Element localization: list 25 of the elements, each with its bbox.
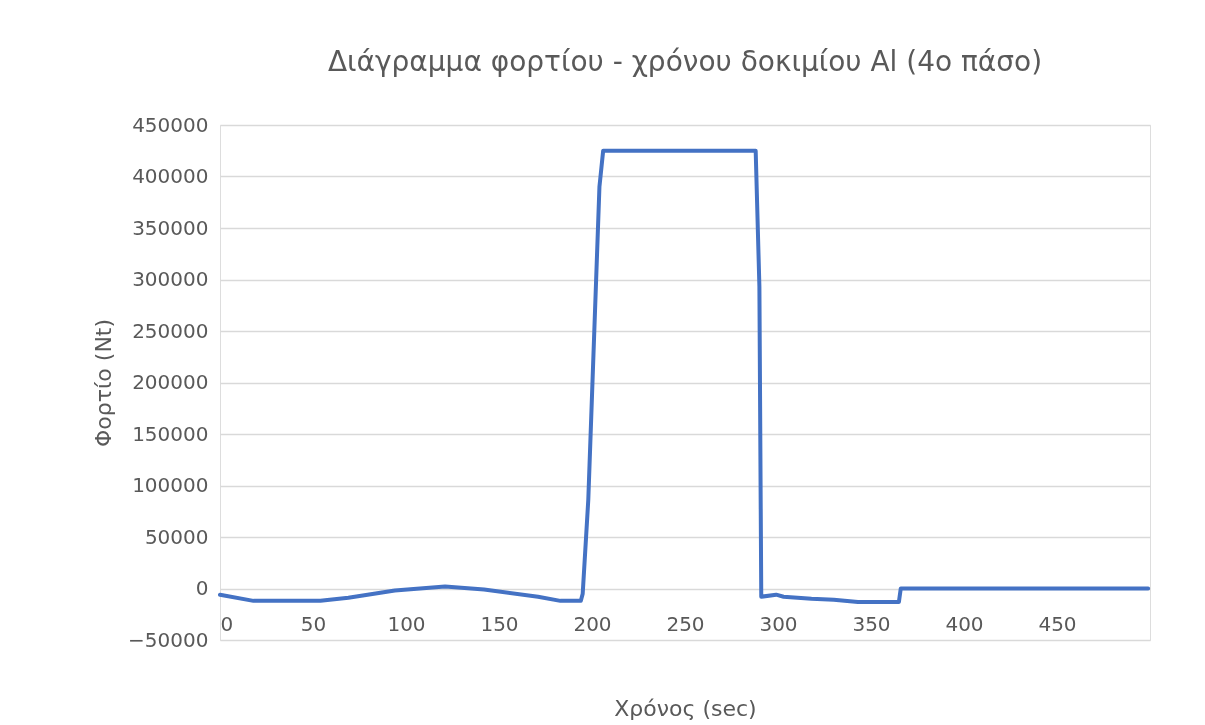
y-tick-label: 250000 <box>132 318 209 343</box>
x-tick-label: 350 <box>852 612 891 636</box>
x-tick-label: 150 <box>480 612 519 636</box>
y-tick-label: 150000 <box>132 421 209 446</box>
x-tick-label: 0 <box>220 612 234 636</box>
y-tick-label: 100000 <box>132 473 209 497</box>
y-axis-title: Φορτίο (Nt) <box>91 318 117 448</box>
x-tick-label: 250 <box>666 612 705 636</box>
y-tick-label: 450000 <box>132 112 209 137</box>
x-tick-label: 300 <box>759 612 798 636</box>
chart-title: Διάγραμμα φορτίου - χρόνου δοκιμίου Al (4ο πάσο) <box>327 45 1043 78</box>
y-tick-label: 300000 <box>132 267 209 291</box>
x-tick-label: 450 <box>1038 612 1077 636</box>
x-tick-label: 200 <box>573 612 612 636</box>
y-tick-label: 400000 <box>132 164 209 188</box>
x-tick-label: 100 <box>387 612 426 636</box>
y-tick-label: 350000 <box>132 215 209 240</box>
x-tick-label: 50 <box>300 612 327 636</box>
y-tick-label: 200000 <box>132 370 209 394</box>
y-tick-label: 0 <box>195 576 209 600</box>
x-axis-title: Χρόνος (sec) <box>614 695 757 721</box>
x-tick-label: 400 <box>945 612 984 636</box>
line-series <box>218 148 1151 604</box>
y-tick-label: −50000 <box>128 627 209 652</box>
y-tick-label: 50000 <box>144 524 209 549</box>
